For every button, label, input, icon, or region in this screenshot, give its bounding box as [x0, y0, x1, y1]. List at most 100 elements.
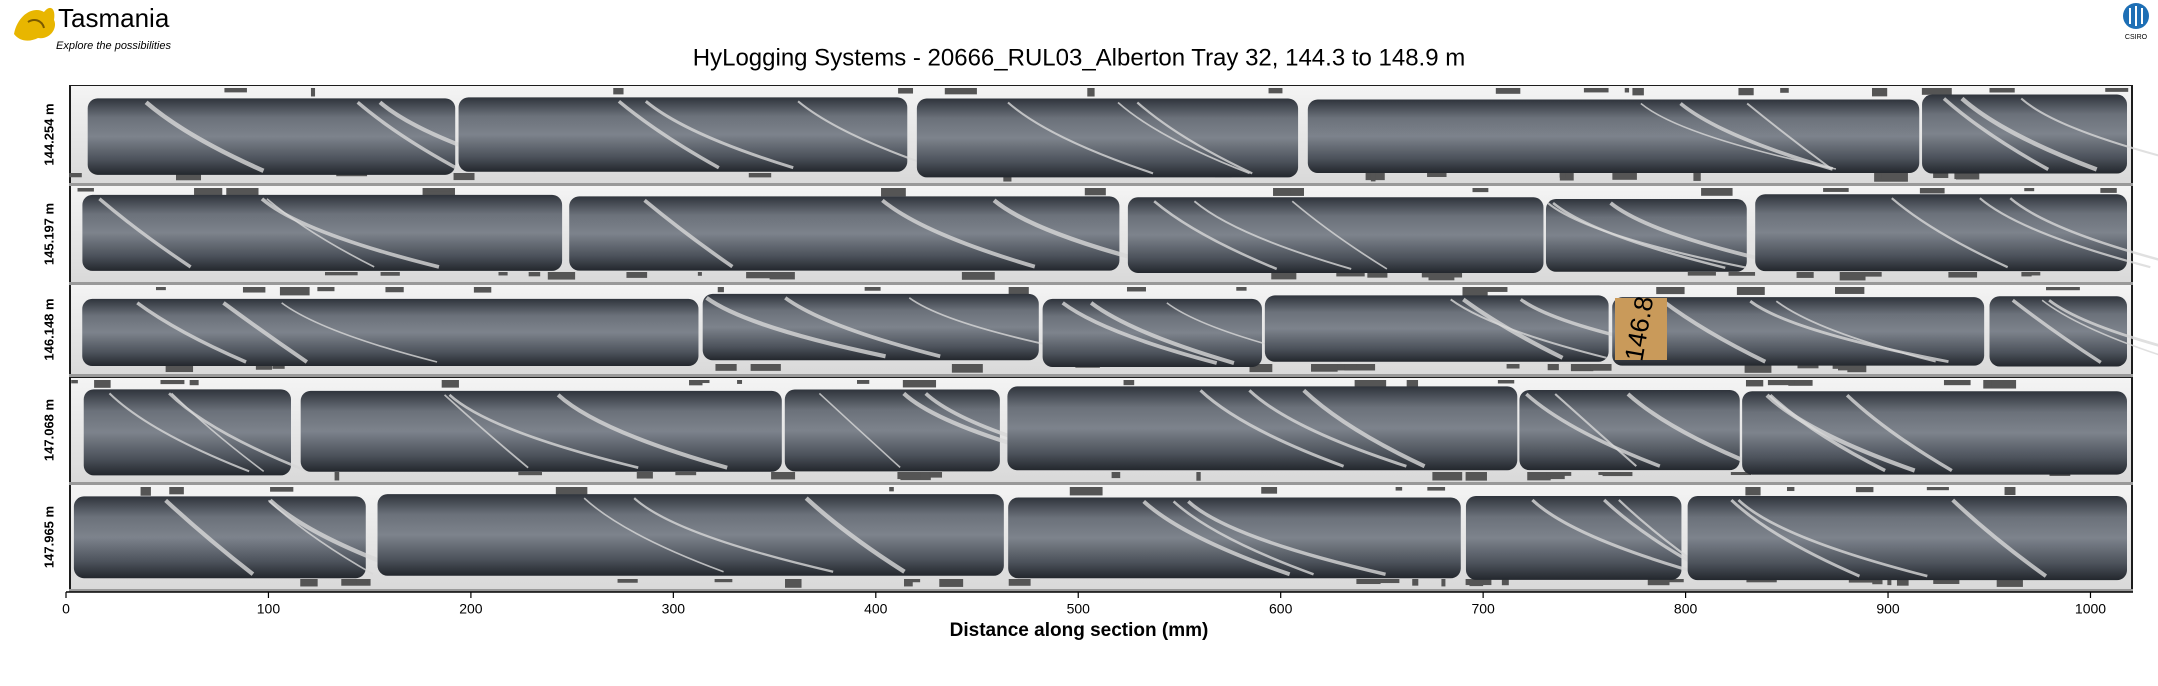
debris [1851, 272, 1882, 277]
debris [1087, 88, 1095, 97]
vein [2041, 299, 2158, 356]
debris [356, 579, 368, 585]
vein [108, 392, 250, 473]
logo-tagline: Explore the possibilities [56, 40, 171, 52]
slot-divider [69, 282, 2133, 285]
debris [1744, 364, 1772, 373]
debris [94, 380, 111, 388]
debris [169, 487, 184, 495]
debris [1872, 88, 1884, 94]
logo-name: Tasmania [58, 3, 170, 33]
debris [2021, 272, 2032, 277]
debris [1738, 88, 1754, 96]
core-piece [1922, 94, 2127, 174]
debris [324, 272, 358, 276]
debris [636, 472, 653, 479]
debris [1111, 472, 1121, 479]
x-tick-label: 0 [62, 601, 70, 617]
debris [1701, 188, 1733, 196]
debris [1730, 472, 1751, 476]
vein [2020, 97, 2158, 157]
core-piece [377, 494, 1004, 576]
debris [1745, 487, 1761, 496]
debris [1632, 88, 1644, 96]
vein [1136, 101, 1253, 175]
vein [1554, 393, 1637, 467]
debris [1590, 364, 1612, 371]
debris [1693, 173, 1701, 181]
vein [881, 198, 1036, 269]
tasmania-logo: Tasmania Explore the possibilities [14, 3, 171, 52]
slot-divider [69, 589, 2133, 592]
debris [317, 287, 335, 292]
vein [136, 301, 247, 364]
x-tick-label: 700 [1471, 601, 1495, 617]
core-piece [916, 98, 1299, 178]
debris [864, 287, 881, 291]
debris [1354, 380, 1387, 388]
debris [1257, 364, 1271, 368]
debris [717, 287, 724, 293]
debris [1780, 88, 1789, 93]
debris [1406, 380, 1419, 388]
vein [164, 498, 255, 576]
debris [1881, 173, 1897, 180]
debris [1583, 88, 1609, 93]
vein [1547, 202, 1748, 269]
debris [385, 287, 404, 293]
vein [144, 100, 265, 173]
debris [1745, 380, 1764, 387]
debris [1344, 364, 1376, 371]
vein [222, 301, 309, 364]
debris [1647, 579, 1670, 586]
debris [453, 173, 475, 181]
vein [1142, 500, 1291, 577]
debris [881, 188, 906, 197]
debris [1955, 173, 1980, 180]
vein [1746, 102, 1833, 170]
x-tick-label: 500 [1067, 601, 1091, 617]
debris [1919, 188, 1945, 194]
debris [1427, 173, 1447, 177]
debris [441, 380, 459, 388]
debris [310, 88, 316, 97]
debris [1482, 287, 1508, 292]
vein [1007, 101, 1154, 175]
debris [69, 173, 82, 178]
vein [1626, 392, 1759, 469]
core-piece [1612, 297, 1985, 366]
debris [272, 364, 285, 369]
debris [2046, 287, 2080, 291]
debris [1598, 472, 1621, 476]
debris [1432, 472, 1463, 481]
core-piece [458, 97, 908, 172]
debris [1991, 380, 1999, 388]
debris [1501, 579, 1509, 586]
debris [1356, 579, 1381, 585]
vein [818, 392, 901, 469]
debris [1839, 272, 1866, 281]
debris [555, 487, 588, 495]
debris [1324, 364, 1357, 371]
debris [613, 88, 624, 95]
debris [1412, 579, 1419, 586]
debris [617, 579, 638, 583]
debris [255, 364, 272, 370]
slot-divider [69, 183, 2133, 186]
debris [746, 272, 779, 279]
depth-tag [1615, 298, 1667, 360]
debris [341, 579, 371, 586]
debris [2024, 188, 2035, 192]
debris [422, 188, 455, 196]
debris [715, 364, 737, 371]
row-depth-label: 147.965 m [41, 506, 56, 568]
debris [1271, 272, 1297, 280]
vein [1462, 297, 1564, 360]
debris [1848, 579, 1876, 583]
debris [1546, 472, 1572, 476]
debris [2004, 487, 2016, 496]
vein [633, 497, 834, 573]
debris [242, 287, 266, 293]
debris [1249, 364, 1273, 373]
debris [961, 272, 995, 280]
